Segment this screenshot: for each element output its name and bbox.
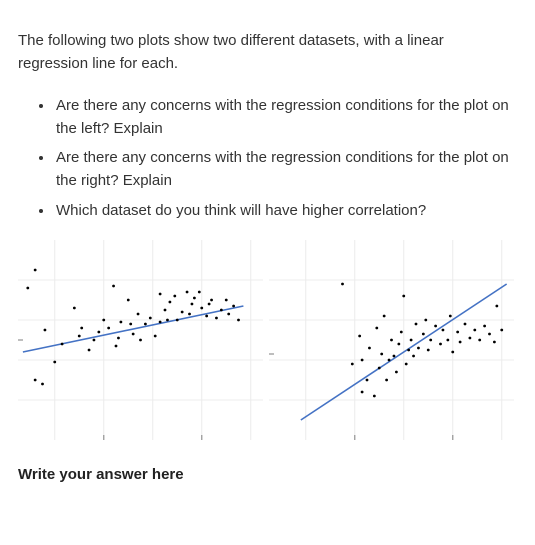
answer-prompt: Write your answer here xyxy=(18,466,517,483)
question-item: Are there any concerns with the regressi… xyxy=(54,94,517,141)
intro-text: The following two plots show two differe… xyxy=(18,29,517,76)
plots-row xyxy=(18,240,517,440)
left-scatter-plot xyxy=(18,240,263,440)
scatter-svg xyxy=(18,240,263,440)
question-item: Which dataset do you think will have hig… xyxy=(54,199,517,222)
scatter-svg xyxy=(269,240,514,440)
right-scatter-plot xyxy=(269,240,514,440)
question-list: Are there any concerns with the regressi… xyxy=(18,94,517,222)
question-item: Are there any concerns with the regressi… xyxy=(54,146,517,193)
